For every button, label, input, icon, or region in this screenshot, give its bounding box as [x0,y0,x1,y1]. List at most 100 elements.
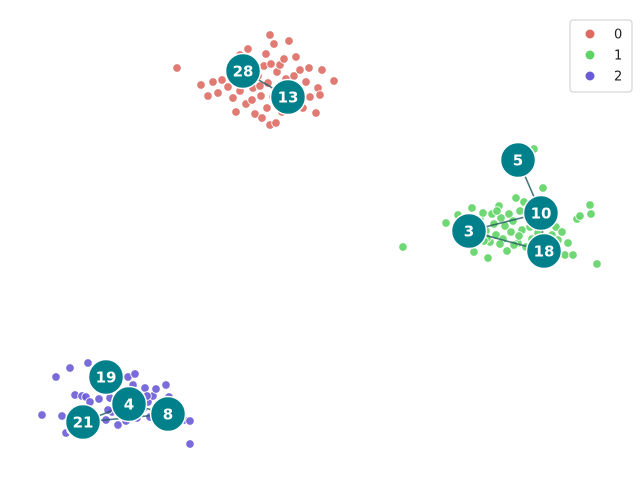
hub-label-3: 3 [464,222,474,240]
point-series-0-39 [295,65,305,75]
point-series-0-52 [257,113,267,123]
point-series-1-9 [478,208,488,218]
point-series-1-37 [538,183,548,193]
hub-node-4: 4 [110,385,148,423]
point-series-1-0 [398,242,408,252]
point-series-2-42 [185,439,195,449]
hub-label-18: 18 [534,242,555,260]
hub-circle-18 [525,232,563,270]
hub-circle-5 [499,141,537,179]
point-series-0-26 [269,39,279,49]
point-series-0-8 [228,93,238,103]
hub-circle-19 [87,358,125,396]
point-series-1-11 [483,253,493,263]
point-series-0-16 [250,109,260,119]
point-series-0-13 [243,44,253,54]
hub-node-5: 5 [499,141,537,179]
point-series-0-9 [231,107,241,117]
point-series-0-44 [311,108,321,118]
point-series-1-22 [506,227,516,237]
point-series-0-4 [213,88,223,98]
legend-entry-1: 1 [585,49,622,64]
point-series-2-30 [140,383,150,393]
hub-label-13: 13 [278,88,299,106]
point-series-1-43 [557,227,567,237]
point-series-2-37 [161,380,171,390]
point-series-2-1 [51,372,61,382]
hub-label-28: 28 [233,62,254,80]
hub-circle-21 [64,403,102,441]
point-series-1-51 [592,259,602,269]
point-series-2-26 [130,369,140,379]
hub-circle-4 [110,385,148,423]
point-series-2-41 [185,416,195,426]
hub-nodes: 28 13 5 10 3 18 19 4 8 21 [64,52,563,441]
point-series-0-32 [279,54,289,64]
hub-circle-3 [450,212,488,250]
point-series-1-20 [502,246,512,256]
point-series-2-34 [151,384,161,394]
point-series-0-2 [203,91,213,101]
legend-marker-1 [585,50,595,60]
point-series-0-6 [223,82,233,92]
legend-label-2: 2 [614,70,622,85]
hub-label-8: 8 [163,405,173,423]
point-series-0-1 [196,80,206,90]
point-series-0-21 [262,103,272,113]
point-series-1-1 [441,218,451,228]
hub-circle-28 [224,52,262,90]
hub-node-13: 13 [269,78,307,116]
point-series-0-34 [284,36,294,46]
hub-node-8: 8 [149,395,187,433]
hub-circle-13 [269,78,307,116]
scatter-points [37,30,602,449]
legend-entry-0: 0 [585,28,622,43]
point-series-1-45 [563,238,573,248]
point-series-2-18 [113,420,123,430]
hub-label-10: 10 [531,204,552,222]
point-series-1-46 [568,250,578,260]
point-series-0-43 [305,92,315,102]
hub-node-10: 10 [522,194,560,232]
point-series-1-56 [492,206,502,216]
point-series-0-24 [266,59,276,69]
hub-node-3: 3 [450,212,488,250]
legend-box [569,19,633,93]
point-series-0-0 [172,63,182,73]
point-series-0-50 [247,95,257,105]
hub-node-21: 21 [64,403,102,441]
point-series-0-37 [291,52,301,62]
hub-node-28: 28 [224,52,262,90]
point-series-2-12 [94,394,104,404]
point-series-2-4 [65,363,75,373]
legend-marker-2 [585,71,595,81]
legend-label-1: 1 [614,49,622,64]
point-series-0-3 [208,77,218,87]
point-series-0-42 [304,63,314,73]
point-series-1-48 [575,211,585,221]
hub-label-21: 21 [73,413,94,431]
hub-circle-10 [522,194,560,232]
point-series-0-5 [217,75,227,85]
point-series-1-5 [467,203,477,213]
legend-label-0: 0 [614,28,622,43]
point-series-1-53 [495,239,505,249]
point-series-1-24 [511,193,521,203]
point-series-0-47 [317,65,327,75]
point-series-1-50 [586,209,596,219]
legend: 0 1 2 [569,19,633,93]
point-series-0-48 [329,76,339,86]
point-series-1-49 [585,200,595,210]
hub-label-4: 4 [124,395,134,413]
point-series-2-0 [37,410,47,420]
hub-label-5: 5 [513,151,523,169]
point-series-0-20 [261,49,271,59]
point-series-1-21 [504,209,514,219]
point-series-0-27 [271,118,281,128]
legend-entry-2: 2 [585,70,622,85]
hub-node-19: 19 [87,358,125,396]
point-series-1-55 [514,231,524,241]
hub-circle-8 [149,395,187,433]
